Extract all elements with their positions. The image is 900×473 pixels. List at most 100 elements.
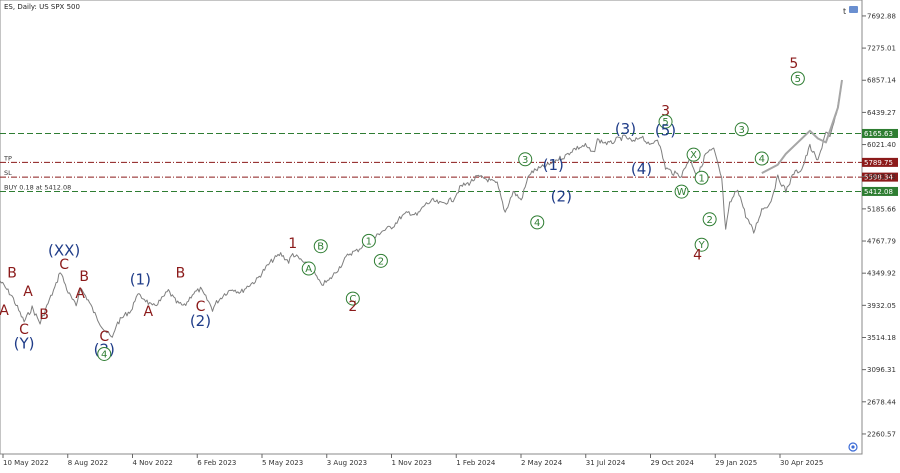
x-tick-label: 6 Feb 2023 (197, 459, 236, 467)
x-tick-label: 29 Oct 2024 (651, 459, 695, 467)
wave-label: (1) (130, 271, 151, 289)
wave-label-circle (345, 291, 360, 306)
x-tick-label: 4 Nov 2022 (133, 459, 173, 467)
wave-label: 1 (698, 173, 704, 184)
level-price-tag (862, 172, 898, 182)
wave-label-circle (361, 233, 376, 248)
wave-label-circle (313, 239, 328, 254)
wave-label: (XX) (48, 241, 80, 259)
level-price-label: 5789.75 (864, 159, 893, 167)
projection-series-line (761, 79, 843, 174)
wave-label-circle (530, 215, 545, 230)
wave-label: (Y) (14, 334, 35, 352)
wave-label-circle (518, 152, 533, 167)
level-price-tag (862, 186, 898, 196)
x-tick-label: 30 Apr 2025 (780, 459, 823, 467)
y-tick-label: 2678.44 (867, 398, 896, 406)
wave-label-circle (694, 170, 709, 185)
wave-label: 4 (534, 218, 540, 229)
wave-label: 2 (348, 299, 357, 315)
y-tick-label: 5185.66 (867, 205, 896, 213)
level-price-label: 5412.08 (864, 188, 893, 196)
x-tick-label: 8 Aug 2022 (68, 459, 108, 467)
y-tick-label: 3096.31 (867, 366, 896, 374)
x-tick-label: 1 Nov 2023 (392, 459, 432, 467)
wave-label: B (176, 265, 186, 281)
wave-label-circle (754, 151, 769, 166)
wave-label: X (690, 150, 697, 161)
settings-icon[interactable]: t (843, 6, 858, 16)
wave-label-circle (694, 237, 709, 252)
level-price-tag (862, 157, 898, 167)
wave-label: B (317, 242, 324, 253)
wave-label: A (0, 303, 9, 319)
y-tick-label: 2260.57 (867, 430, 896, 438)
x-axis: 10 May 2022 8 Aug 2022 4 Nov 2022 6 Feb 202… (2, 454, 823, 467)
y-tick-label: 4349.92 (867, 270, 896, 278)
wave-label: Y (698, 240, 706, 251)
level-left-label: BUY 0.18 at 5412.08 (4, 183, 71, 191)
y-tick-label: 4767.79 (867, 238, 896, 246)
svg-text:t: t (843, 7, 846, 16)
series-layer (0, 79, 843, 338)
y-tick-label: 3932.05 (867, 302, 896, 310)
wave-label: (2) (551, 187, 572, 205)
x-tick-label: 31 Jul 2024 (586, 459, 626, 467)
y-tick-label: 3514.18 (867, 334, 896, 342)
plot-frame (0, 0, 863, 455)
x-tick-label: 10 May 2022 (3, 459, 49, 467)
levels-layer: 6165.63 5789.75 TP 5598.34 SL 5412.08 BUY 0.18… (0, 128, 898, 196)
level-left-label: SL (4, 169, 12, 177)
wave-label: 3 (739, 125, 745, 136)
wave-label: C (99, 329, 109, 345)
level-price-label: 6165.63 (864, 130, 893, 138)
wave-label: C (349, 294, 356, 305)
wave-label: 1 (288, 236, 297, 252)
wave-label: 2 (378, 256, 384, 267)
wave-label: A (75, 286, 85, 302)
wave-label: C (59, 257, 69, 273)
wave-label-circle (658, 114, 673, 129)
wave-label: (3) (615, 120, 636, 138)
wave-label: 3 (522, 155, 528, 166)
y-tick-label: 7275.01 (867, 45, 896, 53)
y-tick-label: 6857.14 (867, 77, 896, 85)
wave-label: 2 (706, 215, 712, 226)
wave-label: W (677, 187, 687, 198)
wave-label: 5 (662, 117, 668, 128)
level-price-label: 5598.34 (864, 174, 893, 182)
wave-label: 1 (366, 236, 372, 247)
wave-label: C (19, 322, 29, 338)
wave-label-circle (301, 261, 316, 276)
wave-label: 5 (795, 74, 801, 85)
x-tick-label: 1 Feb 2024 (456, 459, 496, 467)
wave-label: A (144, 304, 154, 320)
wave-label-circle (674, 184, 689, 199)
x-tick-label: 5 May 2023 (262, 459, 303, 467)
wave-label: 5 (789, 56, 798, 72)
wave-label: 4 (101, 349, 107, 360)
wave-label-circle (97, 346, 112, 361)
wave-label: A (23, 284, 33, 300)
wave-label: (1) (543, 156, 564, 174)
x-tick-label: 29 Jan 2025 (715, 459, 757, 467)
x-tick-label: 2 May 2024 (521, 459, 563, 467)
wave-label: A (305, 264, 312, 275)
y-axis: 7692.88 7275.01 6857.14 6439.27 6021.40 5603.… (862, 12, 896, 438)
y-tick-label: 6021.40 (867, 141, 896, 149)
corner-icon[interactable] (848, 442, 858, 452)
y-tick-label: 5603.53 (867, 173, 896, 181)
x-tick-label: 3 Aug 2023 (327, 459, 367, 467)
wave-label-circle (702, 212, 717, 227)
price-series-line (0, 79, 843, 338)
wave-label-circle (373, 253, 388, 268)
chart-title: ES, Daily: US SPX 500 (4, 3, 80, 11)
y-tick-label: 6439.27 (867, 109, 896, 117)
wave-label: 4 (693, 248, 702, 264)
wave-label: B (7, 265, 17, 281)
wave-label-circle (734, 122, 749, 137)
wave-label: 4 (759, 154, 765, 165)
